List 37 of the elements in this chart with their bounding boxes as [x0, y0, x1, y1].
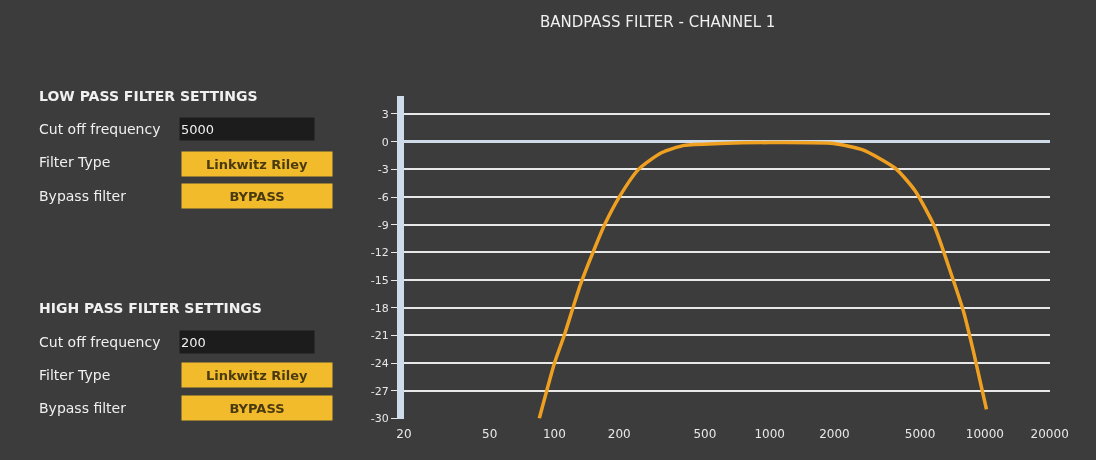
x-tick-label: 5000	[904, 426, 936, 441]
y-tick-label: -24	[370, 357, 389, 371]
y-tick-label: -9	[377, 218, 389, 232]
x-tick-label: 2000	[819, 426, 850, 441]
x-tick-label: 50	[482, 426, 498, 441]
y-tick-label: -21	[370, 329, 389, 343]
text: LOW PASS FILTER SETTINGS	[39, 88, 258, 104]
text: HIGH PASS FILTER SETTINGS	[39, 300, 262, 316]
x-tick-label: 100	[542, 426, 566, 441]
y-tick-label: -30	[370, 412, 389, 426]
x-tick-label: 500	[693, 426, 717, 441]
text: 5000	[181, 121, 215, 137]
x-tick-label: 200	[607, 426, 631, 441]
x-tick-label: 20	[396, 426, 412, 441]
y-tick-label: 3	[381, 107, 389, 121]
text: Linkwitz Riley	[205, 156, 309, 172]
y-tick-label: -18	[370, 301, 389, 315]
text: Bypass filter	[39, 188, 127, 204]
text: BYPASS	[229, 400, 285, 416]
text: 200	[181, 334, 206, 350]
x-tick-label: 20000	[1030, 426, 1069, 441]
text: Filter Type	[39, 154, 111, 170]
y-tick-label: -15	[370, 273, 389, 287]
text: Linkwitz Riley	[205, 367, 309, 383]
chart-title: BANDPASS FILTER - CHANNEL 1	[539, 13, 776, 32]
y-tick-label: -12	[370, 246, 389, 260]
y-tick-label: -3	[377, 163, 389, 177]
x-tick-label: 10000	[965, 426, 1004, 441]
y-tick-label: 0	[381, 135, 389, 149]
text: Cut off frequency	[39, 334, 161, 350]
y-tick-label: -27	[370, 384, 389, 398]
text: Cut off frequency	[39, 121, 161, 137]
x-tick-label: 1000	[754, 426, 785, 441]
y-tick-label: -6	[377, 190, 389, 204]
text: Bypass filter	[39, 400, 127, 416]
text: Filter Type	[39, 367, 111, 383]
text: BYPASS	[229, 188, 285, 204]
